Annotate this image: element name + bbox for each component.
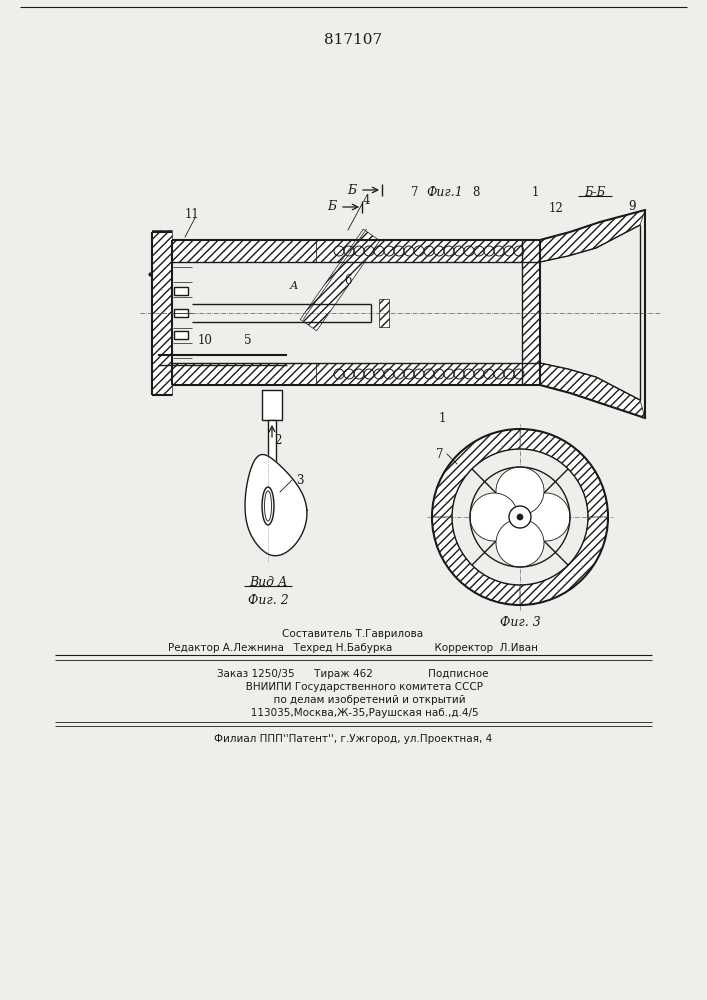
Text: ВНИИПИ Государственного комитета СССР: ВНИИПИ Государственного комитета СССР — [223, 682, 483, 692]
Bar — [522, 240, 540, 385]
Polygon shape — [300, 229, 380, 331]
Bar — [174, 286, 188, 294]
Text: 10: 10 — [197, 334, 212, 347]
Text: 6: 6 — [344, 273, 352, 286]
Bar — [172, 363, 316, 385]
Text: А: А — [290, 281, 298, 291]
Text: 12: 12 — [549, 202, 563, 215]
Bar — [172, 240, 316, 262]
Text: 3: 3 — [296, 474, 304, 487]
Bar — [262, 390, 282, 420]
Circle shape — [496, 519, 544, 567]
Circle shape — [517, 514, 523, 520]
Circle shape — [522, 493, 570, 541]
Wedge shape — [520, 517, 608, 605]
Circle shape — [509, 506, 531, 528]
Bar — [174, 330, 188, 338]
Text: 817107: 817107 — [324, 33, 382, 47]
Text: Фиг. 2: Фиг. 2 — [247, 593, 288, 606]
Text: 8: 8 — [472, 186, 479, 198]
Circle shape — [496, 467, 544, 515]
Polygon shape — [540, 210, 645, 262]
Text: 5: 5 — [244, 334, 252, 347]
Text: по делам изобретений и открытий: по делам изобретений и открытий — [240, 695, 465, 705]
Text: Вид А: Вид А — [249, 576, 287, 588]
Text: Фиг. 3: Фиг. 3 — [500, 616, 540, 630]
Bar — [152, 230, 172, 395]
Text: Филиал ППП''Патент'', г.Ужгород, ул.Проектная, 4: Филиал ППП''Патент'', г.Ужгород, ул.Прое… — [214, 734, 492, 744]
Wedge shape — [520, 429, 608, 517]
Text: 113035,Москва,Ж-35,Раушская наб.,д.4/5: 113035,Москва,Ж-35,Раушская наб.,д.4/5 — [228, 708, 479, 718]
Text: Редактор А.Лежнина   Техред Н.Бабурка             Корректор  Л.Иван: Редактор А.Лежнина Техред Н.Бабурка Корр… — [168, 643, 538, 653]
Bar — [268, 420, 276, 463]
Text: Б: Б — [347, 184, 356, 196]
Bar — [316, 240, 540, 262]
Text: 9: 9 — [629, 200, 636, 214]
Text: 4: 4 — [362, 194, 370, 208]
Text: Составитель Т.Гаврилова: Составитель Т.Гаврилова — [282, 629, 423, 639]
Circle shape — [470, 493, 518, 541]
Wedge shape — [432, 517, 520, 605]
Wedge shape — [432, 429, 520, 517]
Text: 1: 1 — [438, 412, 445, 426]
Ellipse shape — [264, 491, 271, 521]
Bar — [174, 308, 188, 316]
Text: Б: Б — [327, 200, 336, 214]
Text: Заказ 1250/35      Тираж 462                 Подписное: Заказ 1250/35 Тираж 462 Подписное — [217, 669, 489, 679]
Text: 7: 7 — [436, 448, 444, 460]
Polygon shape — [245, 454, 307, 556]
Text: 2: 2 — [274, 434, 281, 446]
Text: 7: 7 — [411, 186, 419, 198]
Polygon shape — [540, 363, 645, 418]
Text: 11: 11 — [185, 208, 199, 221]
Text: Б-Б: Б-Б — [585, 186, 606, 198]
Bar — [379, 298, 389, 326]
Bar — [316, 363, 540, 385]
Ellipse shape — [262, 487, 274, 525]
Text: Фиг.1: Фиг.1 — [426, 186, 463, 198]
Text: 1: 1 — [532, 186, 539, 198]
